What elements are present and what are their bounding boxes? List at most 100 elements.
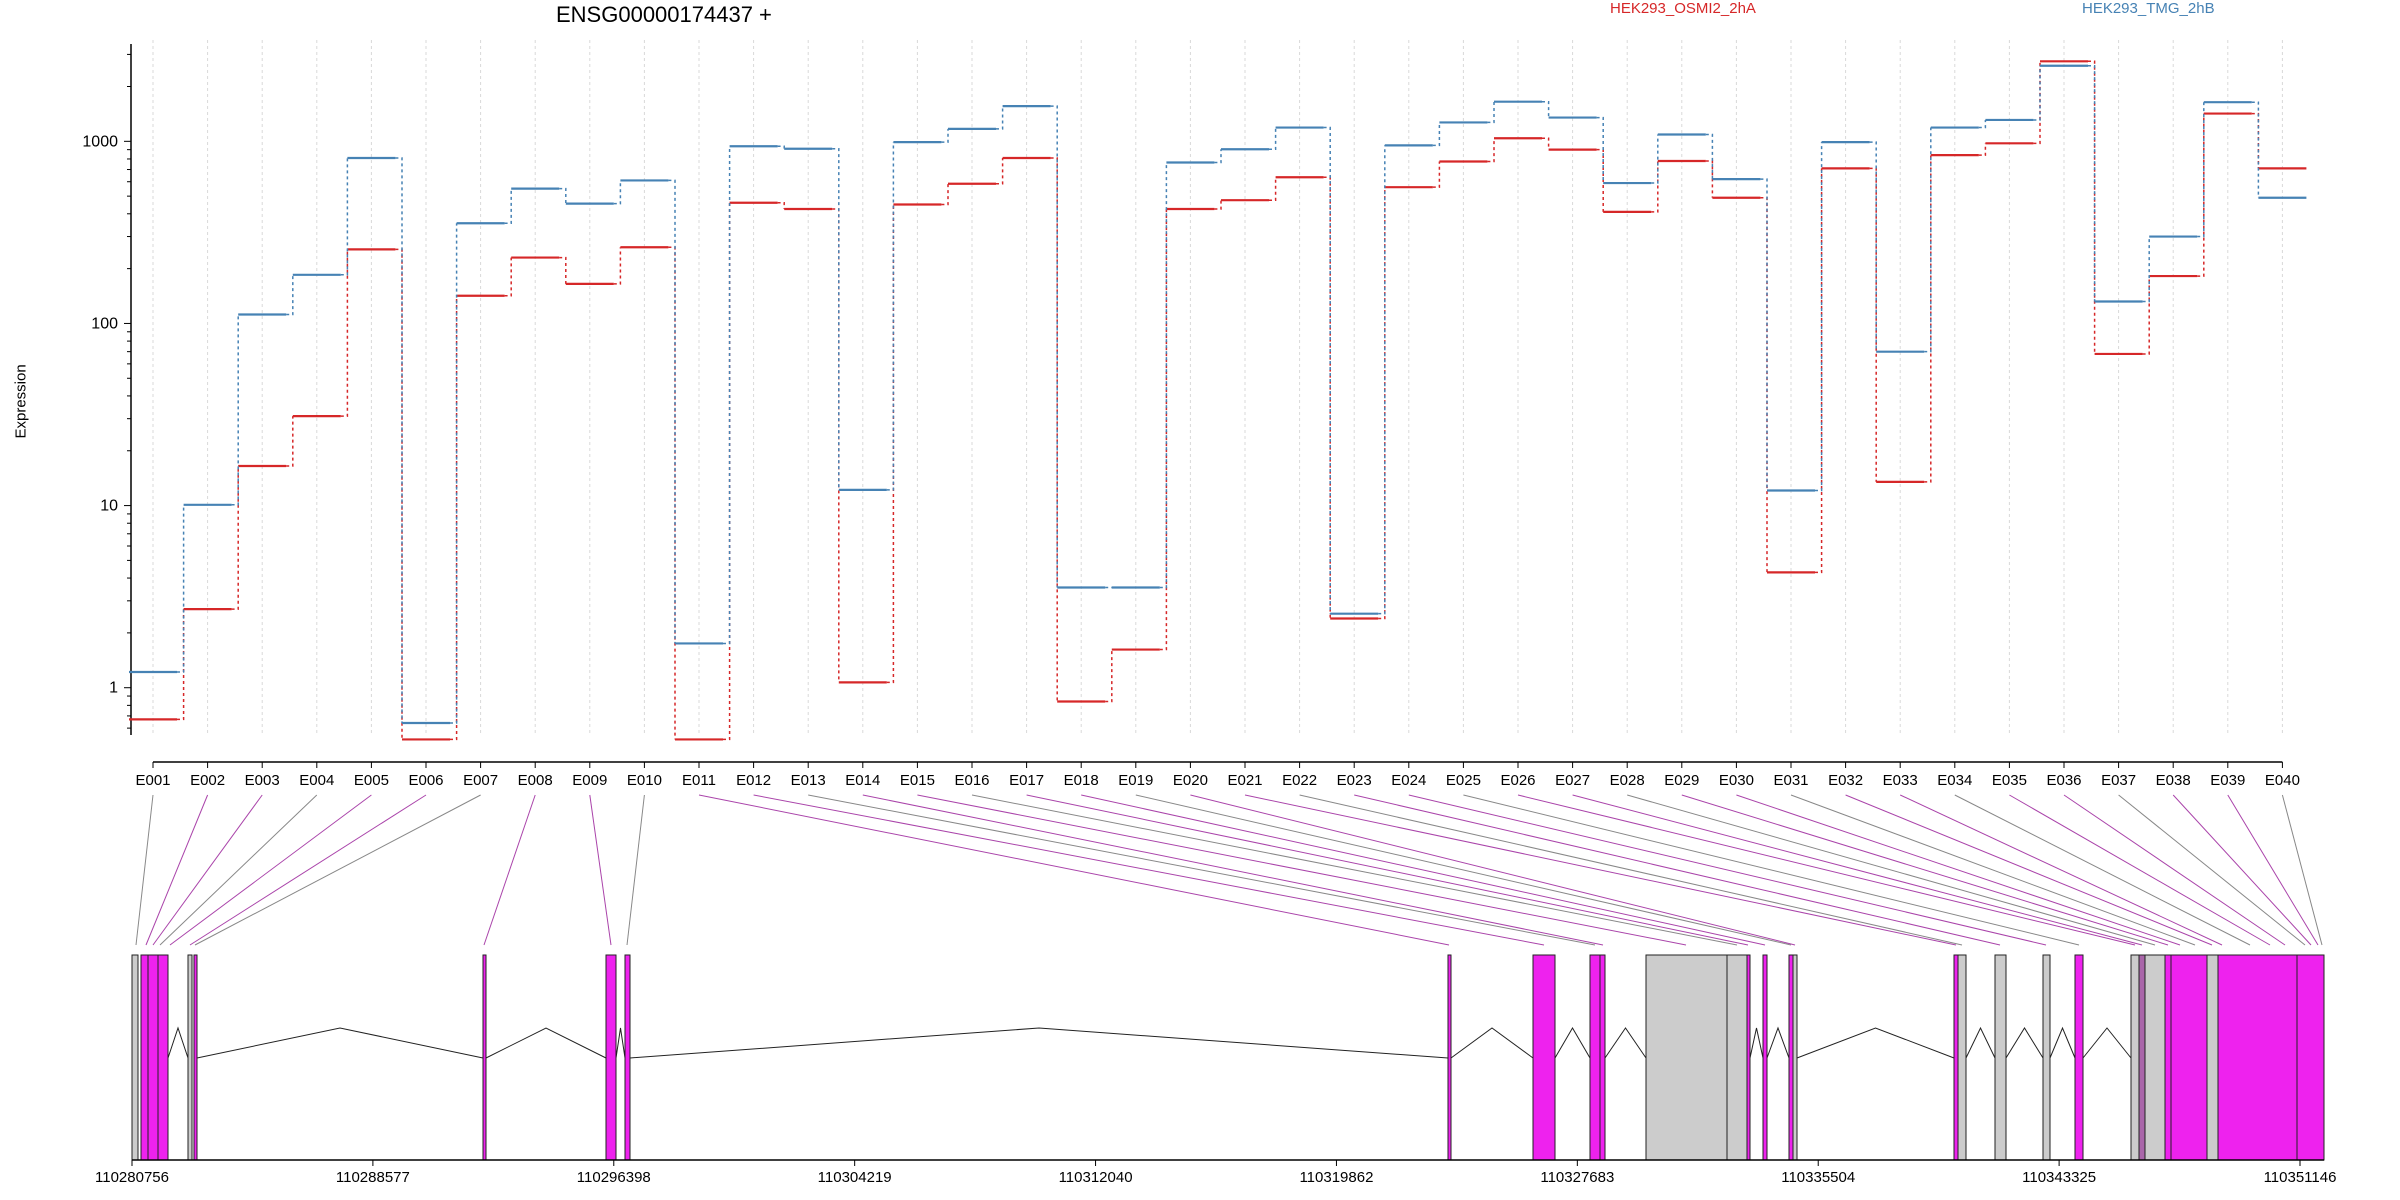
exon-block — [2042, 954, 2051, 1161]
x-tick-label: E036 — [2046, 772, 2081, 789]
exon-block — [1788, 954, 1794, 1161]
series-connector — [177, 504, 185, 673]
exon-block — [1957, 954, 1967, 1161]
intron — [1554, 1027, 1591, 1059]
series-connector — [2033, 65, 2041, 121]
series-connector — [2142, 276, 2150, 355]
x-tick-label: E017 — [1009, 772, 1044, 789]
x-tick-label: E029 — [1664, 772, 1699, 789]
series-connector — [395, 248, 403, 740]
series-connector — [504, 188, 512, 224]
x-tick-label: E009 — [572, 772, 607, 789]
exon-block — [2138, 954, 2146, 1161]
intron — [2082, 1027, 2132, 1059]
exon-block — [1762, 954, 1768, 1161]
series-connector — [1924, 127, 1932, 353]
legend-entry-tmg: HEK293_TMG_2hB — [2082, 0, 2215, 17]
chart-title: ENSG00000174437 + — [556, 2, 772, 27]
exon-block — [140, 954, 149, 1161]
series-connector — [1651, 134, 1659, 184]
exon-connector — [1736, 794, 2181, 946]
x-tick-label: E033 — [1883, 772, 1918, 789]
exon-block — [1746, 954, 1751, 1161]
series-connector — [1705, 160, 1714, 198]
series-connector — [340, 249, 349, 417]
series-connector — [559, 187, 567, 204]
series-connector — [1596, 148, 1604, 212]
exon-block — [1589, 954, 1601, 1161]
exon-connector — [626, 794, 645, 946]
genome-tick-label: 110327683 — [1540, 1169, 1614, 1186]
exon-connector — [1899, 794, 2223, 946]
exon-connector — [2063, 794, 2286, 946]
x-tick-label: E039 — [2210, 772, 2245, 789]
x-tick-label: E037 — [2101, 772, 2136, 789]
series-connector — [1323, 126, 1331, 614]
series-connector — [559, 256, 567, 284]
series-connector — [177, 609, 185, 721]
series-connector — [1159, 209, 1168, 651]
series-connector — [2033, 61, 2041, 145]
x-tick-label: E010 — [627, 772, 662, 789]
series-connector — [832, 148, 840, 490]
series-connector — [1432, 122, 1441, 147]
series-connector — [2142, 236, 2150, 303]
series-connector — [504, 257, 512, 297]
series-connector — [886, 204, 895, 684]
series-connector — [231, 314, 239, 506]
genome-tick-label: 110319862 — [1299, 1169, 1373, 1186]
legend-entry-osmi2: HEK293_OSMI2_2hA — [1610, 0, 1756, 17]
series-connector — [886, 142, 895, 491]
series-connector — [2197, 113, 2205, 277]
series-connector — [1269, 127, 1277, 150]
exon-block — [2074, 954, 2084, 1161]
series-connector — [1760, 196, 1768, 573]
series-connector — [1269, 177, 1277, 201]
exon-block — [2130, 954, 2140, 1161]
series-connector — [1651, 160, 1659, 213]
exon-connector — [152, 794, 263, 946]
x-tick-label: E032 — [1828, 772, 1863, 789]
intron — [615, 1027, 626, 1059]
series-layer — [129, 60, 2307, 741]
x-axis: E001 E002 E003 E004 E005 E006 E007 E008 E009 E010… — [135, 761, 2300, 789]
y-tick-label: 1000 — [82, 133, 118, 150]
exon-connector — [1190, 794, 1796, 946]
series-connector — [777, 145, 785, 149]
series-connector — [832, 208, 840, 683]
exon-connector — [2281, 794, 2323, 946]
exon-connector — [808, 794, 1596, 946]
exon-connector — [189, 794, 427, 946]
series-connector — [941, 128, 949, 143]
exon-connector — [1517, 794, 2136, 946]
series-connector — [340, 157, 349, 276]
exon-connector — [2118, 794, 2306, 946]
intron — [2049, 1026, 2076, 1059]
exon-block — [2144, 954, 2166, 1161]
gene-model — [131, 954, 2325, 1161]
series-connector — [2251, 101, 2260, 198]
y-tick-label: 10 — [100, 498, 118, 515]
exon-block — [2217, 954, 2298, 1161]
series-connector — [2197, 102, 2205, 238]
intron — [1965, 1026, 1996, 1059]
genome-tick-label: 110296398 — [577, 1169, 651, 1186]
exon-block — [1726, 954, 1748, 1161]
series-connector — [1323, 176, 1331, 619]
exon-connectors — [135, 794, 2323, 946]
exon-block — [147, 954, 159, 1161]
exon-block — [2296, 954, 2325, 1161]
exon-connector — [917, 794, 1687, 946]
series-connector — [1760, 178, 1768, 491]
exon-connector — [1244, 794, 1957, 946]
exon-connector — [589, 794, 612, 946]
x-tick-label: E013 — [791, 772, 826, 789]
series-connector — [1214, 149, 1222, 164]
series-connector — [777, 201, 785, 210]
x-tick-label: E025 — [1446, 772, 1481, 789]
x-tick-label: E006 — [408, 772, 443, 789]
x-tick-label: E020 — [1173, 772, 1208, 789]
exon-connector — [753, 794, 1545, 946]
x-tick-label: E015 — [900, 772, 935, 789]
